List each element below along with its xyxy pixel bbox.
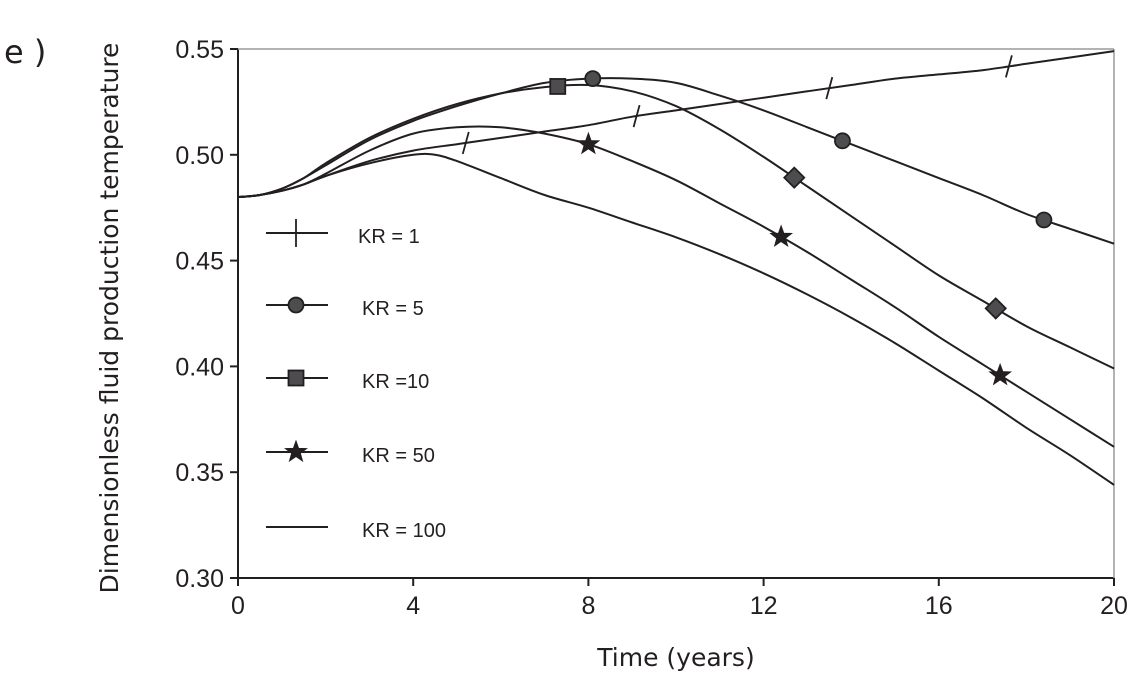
series-line-3 [237, 83, 1115, 370]
panel-label: e ) [4, 33, 46, 71]
axis-ticks: 0 4 8 12 16 20 0.30 0.35 0.40 0.45 0.50 0.55 [175, 36, 1128, 620]
y-tick-label: 0.30 [175, 565, 224, 593]
series-3-marker [549, 78, 567, 95]
legend-item: KR = 50 [266, 439, 435, 467]
legend-marker [287, 369, 305, 387]
legend-item: KR =10 [266, 369, 429, 393]
y-tick-label: 0.40 [175, 353, 224, 381]
legend-marker [287, 296, 305, 314]
series-1-marker [461, 131, 470, 155]
x-tick-label: 12 [750, 592, 778, 620]
y-tick-label: 0.45 [175, 248, 224, 276]
legend-label: KR = 100 [362, 520, 446, 542]
legend-marker [280, 219, 312, 247]
series-1-marker [1005, 55, 1013, 78]
x-axis-title: Time (years) [596, 643, 754, 672]
y-tick-label: 0.35 [175, 459, 224, 487]
y-tick-label: 0.55 [175, 36, 224, 64]
series-1-marker [632, 104, 641, 128]
legend: KR = 1 KR = 5 KR =10 KR = 50 KR = 100 [266, 219, 446, 542]
legend-item: KR = 100 [266, 520, 446, 542]
legend-label: KR = 5 [362, 298, 424, 320]
series-4-marker [769, 224, 794, 247]
series-4-marker [576, 131, 601, 155]
x-tick-label: 8 [581, 592, 595, 620]
x-tick-label: 16 [925, 592, 953, 620]
series-markers [461, 55, 1053, 386]
legend-label: KR = 50 [362, 445, 435, 467]
x-tick-label: 4 [406, 592, 420, 620]
series-line-1 [237, 50, 1115, 199]
series-4-marker [988, 362, 1012, 386]
series-lines [237, 50, 1115, 486]
legend-label: KR = 1 [358, 226, 420, 248]
series-line-5 [237, 152, 1115, 486]
plot-frame [237, 48, 1115, 579]
series-2-marker [584, 70, 602, 88]
series-1-marker [825, 76, 834, 100]
x-tick-label: 0 [231, 592, 245, 620]
legend-item: KR = 5 [266, 296, 424, 320]
y-axis-title: Dimensionless fluid production temperatu… [95, 43, 124, 594]
legend-marker [284, 439, 308, 463]
y-tick-label: 0.50 [175, 142, 224, 170]
series-line-2 [237, 77, 1115, 245]
series-3-marker [782, 166, 806, 189]
legend-label: KR =10 [362, 371, 429, 393]
series-3-marker [984, 297, 1008, 320]
x-tick-label: 20 [1100, 592, 1128, 620]
legend-item: KR = 1 [266, 219, 420, 248]
series-2-marker [1035, 211, 1053, 229]
series-2-marker [834, 132, 851, 150]
